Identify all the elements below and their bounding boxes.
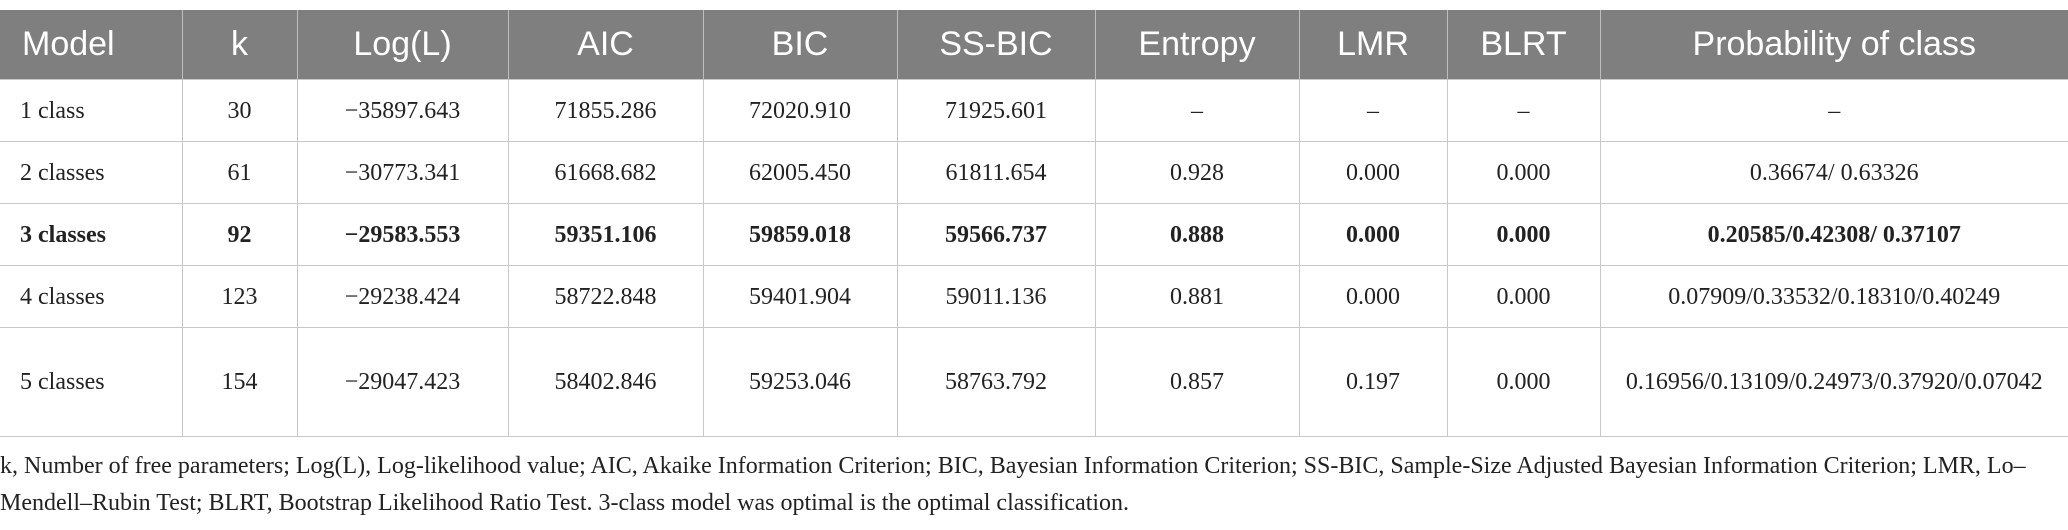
table-cell: 123 [181, 265, 298, 328]
table-cell: 58402.846 [507, 327, 704, 437]
table-cell: 4 classes [0, 265, 183, 328]
table-cell: 3 classes [0, 203, 183, 266]
table-cell: 0.000 [1298, 203, 1448, 266]
table-cell: 0.20585/0.42308/ 0.37107 [1599, 203, 2068, 266]
table-cell: – [1094, 79, 1300, 142]
table-cell: 154 [181, 327, 298, 437]
table-cell: 0.857 [1094, 327, 1300, 437]
table-cell: 59253.046 [702, 327, 898, 437]
header-cell: BIC [702, 10, 897, 80]
table-cell: 0.881 [1094, 265, 1300, 328]
table-cell: −29583.553 [296, 203, 509, 266]
table-cell: 0.000 [1298, 141, 1448, 204]
table-cell: 58763.792 [896, 327, 1096, 437]
table-cell: −29238.424 [296, 265, 509, 328]
header-row: Model k Log(L) AIC BIC SS-BIC Entropy LMR BLRT Pr… [0, 10, 2068, 80]
table-cell: 62005.450 [702, 141, 898, 204]
table-row: 2 classes 61 −30773.341 61668.682 62005.450 6… [0, 141, 2068, 204]
table-row: 4 classes 123 −29238.424 58722.848 59401.904… [0, 265, 2068, 328]
table-row: 5 classes 154 −29047.423 58402.846 59253.046… [0, 327, 2068, 437]
table-cell: 59351.106 [507, 203, 704, 266]
header-cell: Model [0, 10, 182, 80]
table-cell: – [1446, 79, 1601, 142]
table-cell: 59401.904 [702, 265, 898, 328]
results-table: Model k Log(L) AIC BIC SS-BIC Entropy LMR BLRT Pr… [0, 10, 2068, 437]
table-cell: 2 classes [0, 141, 183, 204]
footnote: k, Number of free parameters; Log(L), Lo… [0, 453, 2026, 516]
table-cell: −35897.643 [296, 79, 509, 142]
table-cell: 59859.018 [702, 203, 898, 266]
header-cell: SS-BIC [896, 10, 1095, 80]
header-cell: Probability of class [1599, 10, 2068, 80]
table-row: 1 class 30 −35897.643 71855.286 72020.910 719… [0, 79, 2068, 142]
table-cell: 61668.682 [507, 141, 704, 204]
table-cell: – [1298, 79, 1448, 142]
table-cell: 0.000 [1446, 265, 1601, 328]
table-cell: 30 [181, 79, 298, 142]
table-cell: – [1599, 79, 2068, 142]
table-cell: 61 [181, 141, 298, 204]
header-cell: k [181, 10, 297, 80]
header-cell: LMR [1298, 10, 1447, 80]
table-cell: 0.928 [1094, 141, 1300, 204]
table-cell: 71855.286 [507, 79, 704, 142]
table-cell: 61811.654 [896, 141, 1096, 204]
table-cell: 0.000 [1446, 327, 1601, 437]
table-cell: 5 classes [0, 327, 183, 437]
table-cell: 92 [181, 203, 298, 266]
table-cell: 0.000 [1446, 203, 1601, 266]
table-cell: 0.000 [1298, 265, 1448, 328]
table-cell: 0.197 [1298, 327, 1448, 437]
table-cell: 59011.136 [896, 265, 1096, 328]
table-cell: 71925.601 [896, 79, 1096, 142]
table-cell: −30773.341 [296, 141, 509, 204]
table-body: 1 class 30 −35897.643 71855.286 72020.910 719… [0, 79, 2068, 437]
table-cell: 1 class [0, 79, 183, 142]
table-cell: −29047.423 [296, 327, 509, 437]
header-cell: BLRT [1446, 10, 1600, 80]
table-row: 3 classes 92 −29583.553 59351.106 59859.018 5… [0, 203, 2068, 266]
table-cell: 0.36674/ 0.63326 [1599, 141, 2068, 204]
table-cell: 0.000 [1446, 141, 1601, 204]
table-cell: 0.888 [1094, 203, 1300, 266]
table-cell: 59566.737 [896, 203, 1096, 266]
table-cell: 0.07909/0.33532/0.18310/0.40249 [1599, 265, 2068, 328]
header-cell: Entropy [1094, 10, 1299, 80]
table-cell: 58722.848 [507, 265, 704, 328]
table-cell: 0.16956/0.13109/0.24973/0.37920/0.07042 [1599, 327, 2068, 437]
table-cell: 72020.910 [702, 79, 898, 142]
header-cell: Log(L) [296, 10, 508, 80]
header-cell: AIC [507, 10, 703, 80]
